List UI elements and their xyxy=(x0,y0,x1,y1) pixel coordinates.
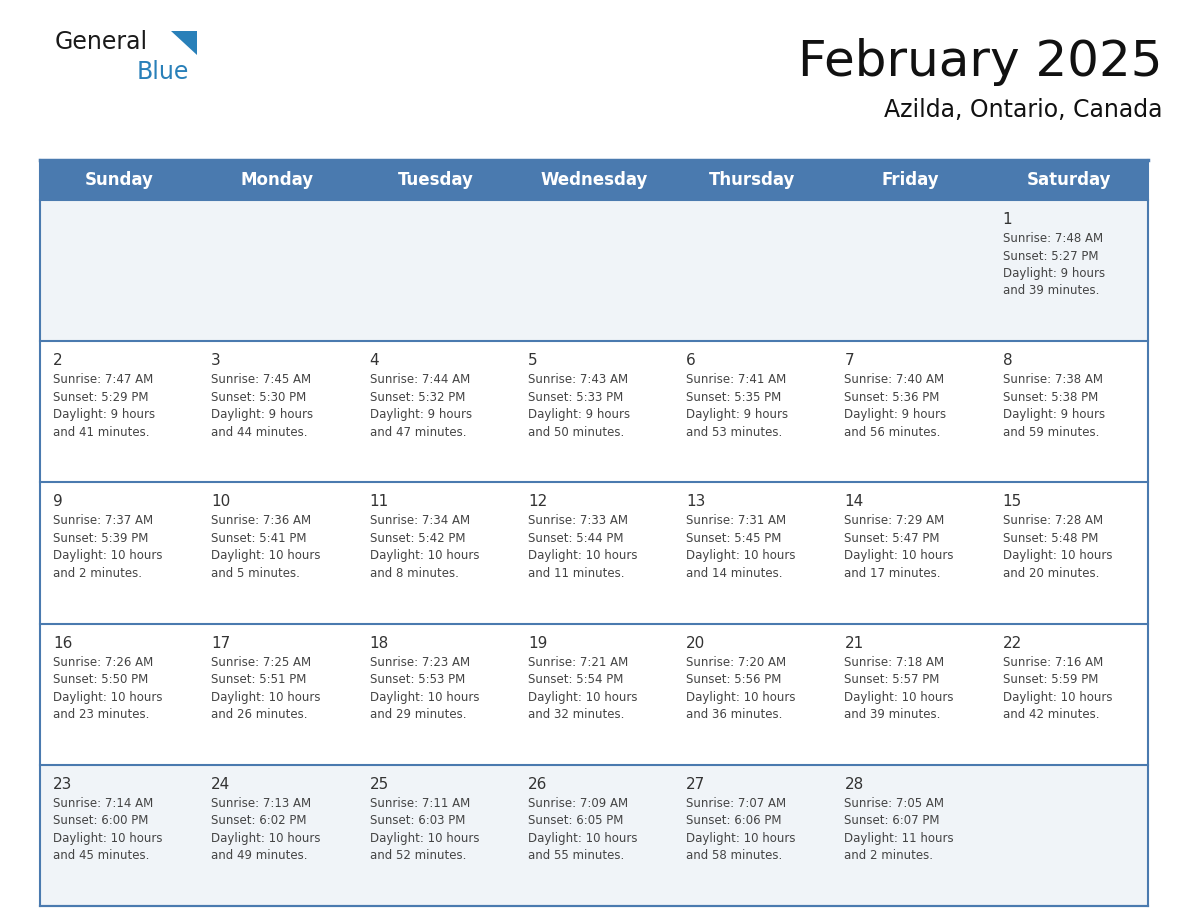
Text: Sunday: Sunday xyxy=(84,171,153,189)
Text: General: General xyxy=(55,30,148,54)
Text: 12: 12 xyxy=(527,495,548,509)
Text: 5: 5 xyxy=(527,353,537,368)
Text: 6: 6 xyxy=(687,353,696,368)
Text: 26: 26 xyxy=(527,777,548,792)
Text: 10: 10 xyxy=(211,495,230,509)
Text: Sunrise: 7:37 AM
Sunset: 5:39 PM
Daylight: 10 hours
and 2 minutes.: Sunrise: 7:37 AM Sunset: 5:39 PM Dayligh… xyxy=(53,514,163,580)
Text: Sunrise: 7:48 AM
Sunset: 5:27 PM
Daylight: 9 hours
and 39 minutes.: Sunrise: 7:48 AM Sunset: 5:27 PM Dayligh… xyxy=(1003,232,1105,297)
Text: 14: 14 xyxy=(845,495,864,509)
Bar xyxy=(40,623,1148,765)
Polygon shape xyxy=(171,31,197,55)
Text: 11: 11 xyxy=(369,495,388,509)
Text: Sunrise: 7:29 AM
Sunset: 5:47 PM
Daylight: 10 hours
and 17 minutes.: Sunrise: 7:29 AM Sunset: 5:47 PM Dayligh… xyxy=(845,514,954,580)
Text: Sunrise: 7:20 AM
Sunset: 5:56 PM
Daylight: 10 hours
and 36 minutes.: Sunrise: 7:20 AM Sunset: 5:56 PM Dayligh… xyxy=(687,655,796,722)
Text: Sunrise: 7:36 AM
Sunset: 5:41 PM
Daylight: 10 hours
and 5 minutes.: Sunrise: 7:36 AM Sunset: 5:41 PM Dayligh… xyxy=(211,514,321,580)
Text: Monday: Monday xyxy=(241,171,314,189)
Text: Sunrise: 7:43 AM
Sunset: 5:33 PM
Daylight: 9 hours
and 50 minutes.: Sunrise: 7:43 AM Sunset: 5:33 PM Dayligh… xyxy=(527,374,630,439)
Bar xyxy=(40,200,1148,341)
Text: Sunrise: 7:33 AM
Sunset: 5:44 PM
Daylight: 10 hours
and 11 minutes.: Sunrise: 7:33 AM Sunset: 5:44 PM Dayligh… xyxy=(527,514,637,580)
Text: 24: 24 xyxy=(211,777,230,792)
Text: 20: 20 xyxy=(687,635,706,651)
Text: 7: 7 xyxy=(845,353,854,368)
Text: 3: 3 xyxy=(211,353,221,368)
Text: 21: 21 xyxy=(845,635,864,651)
Text: Sunrise: 7:44 AM
Sunset: 5:32 PM
Daylight: 9 hours
and 47 minutes.: Sunrise: 7:44 AM Sunset: 5:32 PM Dayligh… xyxy=(369,374,472,439)
Text: Sunrise: 7:41 AM
Sunset: 5:35 PM
Daylight: 9 hours
and 53 minutes.: Sunrise: 7:41 AM Sunset: 5:35 PM Dayligh… xyxy=(687,374,789,439)
Text: Sunrise: 7:26 AM
Sunset: 5:50 PM
Daylight: 10 hours
and 23 minutes.: Sunrise: 7:26 AM Sunset: 5:50 PM Dayligh… xyxy=(53,655,163,722)
Bar xyxy=(40,341,1148,482)
Text: 16: 16 xyxy=(53,635,72,651)
Text: Sunrise: 7:07 AM
Sunset: 6:06 PM
Daylight: 10 hours
and 58 minutes.: Sunrise: 7:07 AM Sunset: 6:06 PM Dayligh… xyxy=(687,797,796,862)
Text: Friday: Friday xyxy=(881,171,940,189)
Text: Sunrise: 7:14 AM
Sunset: 6:00 PM
Daylight: 10 hours
and 45 minutes.: Sunrise: 7:14 AM Sunset: 6:00 PM Dayligh… xyxy=(53,797,163,862)
Text: Sunrise: 7:11 AM
Sunset: 6:03 PM
Daylight: 10 hours
and 52 minutes.: Sunrise: 7:11 AM Sunset: 6:03 PM Dayligh… xyxy=(369,797,479,862)
Text: Sunrise: 7:05 AM
Sunset: 6:07 PM
Daylight: 11 hours
and 2 minutes.: Sunrise: 7:05 AM Sunset: 6:07 PM Dayligh… xyxy=(845,797,954,862)
Text: Sunrise: 7:40 AM
Sunset: 5:36 PM
Daylight: 9 hours
and 56 minutes.: Sunrise: 7:40 AM Sunset: 5:36 PM Dayligh… xyxy=(845,374,947,439)
Text: Sunrise: 7:34 AM
Sunset: 5:42 PM
Daylight: 10 hours
and 8 minutes.: Sunrise: 7:34 AM Sunset: 5:42 PM Dayligh… xyxy=(369,514,479,580)
Text: Sunrise: 7:45 AM
Sunset: 5:30 PM
Daylight: 9 hours
and 44 minutes.: Sunrise: 7:45 AM Sunset: 5:30 PM Dayligh… xyxy=(211,374,314,439)
Text: Sunrise: 7:18 AM
Sunset: 5:57 PM
Daylight: 10 hours
and 39 minutes.: Sunrise: 7:18 AM Sunset: 5:57 PM Dayligh… xyxy=(845,655,954,722)
Text: 17: 17 xyxy=(211,635,230,651)
Text: Sunrise: 7:47 AM
Sunset: 5:29 PM
Daylight: 9 hours
and 41 minutes.: Sunrise: 7:47 AM Sunset: 5:29 PM Dayligh… xyxy=(53,374,156,439)
Text: 13: 13 xyxy=(687,495,706,509)
Text: Sunrise: 7:38 AM
Sunset: 5:38 PM
Daylight: 9 hours
and 59 minutes.: Sunrise: 7:38 AM Sunset: 5:38 PM Dayligh… xyxy=(1003,374,1105,439)
Text: Thursday: Thursday xyxy=(709,171,796,189)
Text: Sunrise: 7:23 AM
Sunset: 5:53 PM
Daylight: 10 hours
and 29 minutes.: Sunrise: 7:23 AM Sunset: 5:53 PM Dayligh… xyxy=(369,655,479,722)
Text: Azilda, Ontario, Canada: Azilda, Ontario, Canada xyxy=(885,98,1163,122)
Bar xyxy=(40,482,1148,623)
Text: 18: 18 xyxy=(369,635,388,651)
Text: 25: 25 xyxy=(369,777,388,792)
Text: 19: 19 xyxy=(527,635,548,651)
Text: 4: 4 xyxy=(369,353,379,368)
Text: Wednesday: Wednesday xyxy=(541,171,647,189)
Text: 9: 9 xyxy=(53,495,63,509)
Text: 28: 28 xyxy=(845,777,864,792)
Text: 2: 2 xyxy=(53,353,63,368)
Text: Sunrise: 7:13 AM
Sunset: 6:02 PM
Daylight: 10 hours
and 49 minutes.: Sunrise: 7:13 AM Sunset: 6:02 PM Dayligh… xyxy=(211,797,321,862)
Text: Sunrise: 7:31 AM
Sunset: 5:45 PM
Daylight: 10 hours
and 14 minutes.: Sunrise: 7:31 AM Sunset: 5:45 PM Dayligh… xyxy=(687,514,796,580)
Text: Sunrise: 7:21 AM
Sunset: 5:54 PM
Daylight: 10 hours
and 32 minutes.: Sunrise: 7:21 AM Sunset: 5:54 PM Dayligh… xyxy=(527,655,637,722)
Bar xyxy=(40,765,1148,906)
Text: Sunrise: 7:09 AM
Sunset: 6:05 PM
Daylight: 10 hours
and 55 minutes.: Sunrise: 7:09 AM Sunset: 6:05 PM Dayligh… xyxy=(527,797,637,862)
Text: February 2025: February 2025 xyxy=(798,38,1163,86)
Text: Blue: Blue xyxy=(137,60,189,84)
Text: 8: 8 xyxy=(1003,353,1012,368)
Text: 27: 27 xyxy=(687,777,706,792)
Text: Sunrise: 7:25 AM
Sunset: 5:51 PM
Daylight: 10 hours
and 26 minutes.: Sunrise: 7:25 AM Sunset: 5:51 PM Dayligh… xyxy=(211,655,321,722)
Text: 1: 1 xyxy=(1003,212,1012,227)
Text: Sunrise: 7:16 AM
Sunset: 5:59 PM
Daylight: 10 hours
and 42 minutes.: Sunrise: 7:16 AM Sunset: 5:59 PM Dayligh… xyxy=(1003,655,1112,722)
Text: 22: 22 xyxy=(1003,635,1022,651)
Bar xyxy=(40,160,1148,200)
Text: 15: 15 xyxy=(1003,495,1022,509)
Text: 23: 23 xyxy=(53,777,72,792)
Text: Tuesday: Tuesday xyxy=(398,171,474,189)
Text: Sunrise: 7:28 AM
Sunset: 5:48 PM
Daylight: 10 hours
and 20 minutes.: Sunrise: 7:28 AM Sunset: 5:48 PM Dayligh… xyxy=(1003,514,1112,580)
Text: Saturday: Saturday xyxy=(1026,171,1111,189)
